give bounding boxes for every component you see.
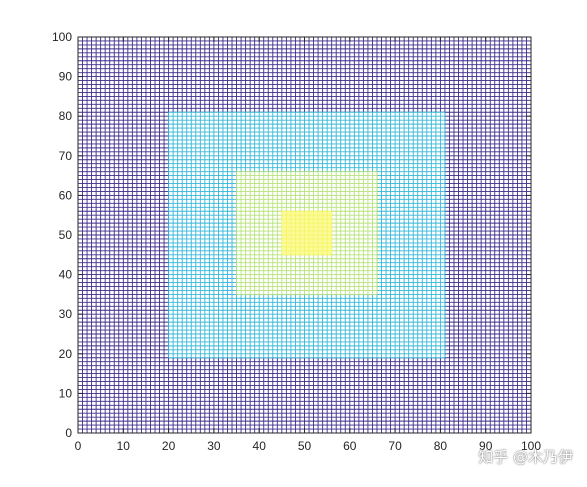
y-tick-label: 10 xyxy=(59,386,73,400)
y-tick-label: 0 xyxy=(65,426,72,440)
y-tick-label: 60 xyxy=(59,188,73,202)
x-tick-label: 40 xyxy=(253,439,267,453)
x-tick-label: 70 xyxy=(388,439,402,453)
y-tick-label: 80 xyxy=(59,109,73,123)
x-tick-label: 20 xyxy=(162,439,176,453)
x-tick-label: 60 xyxy=(343,439,357,453)
x-tick-label: 50 xyxy=(298,439,312,453)
y-tick-label: 70 xyxy=(59,149,73,163)
y-axis-ticks: 0 10 20 30 40 50 60 70 80 90 100 xyxy=(52,30,531,440)
x-tick-label: 80 xyxy=(434,439,448,453)
heatmap-region-mesh-3 xyxy=(281,210,333,256)
x-tick-label: 100 xyxy=(521,439,541,453)
y-tick-label: 20 xyxy=(59,347,73,361)
y-tick-label: 40 xyxy=(59,268,73,282)
x-tick-label: 30 xyxy=(207,439,221,453)
y-tick-label: 90 xyxy=(59,70,73,84)
watermark-text: 知乎 @木乃伊 xyxy=(478,448,573,466)
x-axis-ticks: 0 10 20 30 40 50 60 70 80 90 100 xyxy=(75,37,541,453)
x-tick-label: 0 xyxy=(75,439,82,453)
plot-regions xyxy=(77,36,532,434)
y-tick-label: 100 xyxy=(52,30,72,44)
y-tick-label: 30 xyxy=(59,307,73,321)
y-tick-label: 50 xyxy=(59,228,73,242)
x-tick-label: 10 xyxy=(117,439,131,453)
x-tick-label: 90 xyxy=(479,439,493,453)
heatmap-region-3 xyxy=(281,210,333,256)
heatmap-region-fill-3 xyxy=(281,211,332,255)
